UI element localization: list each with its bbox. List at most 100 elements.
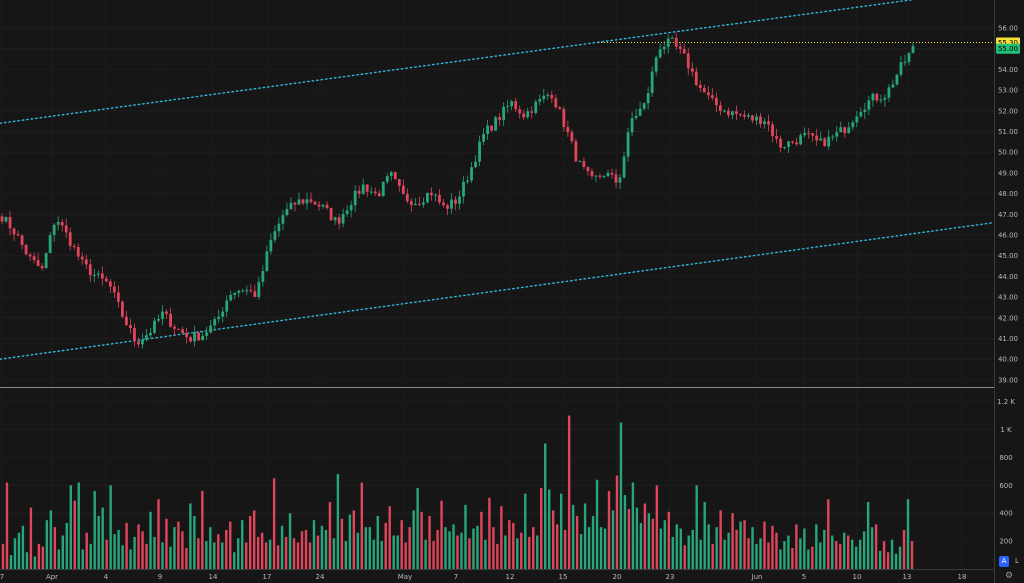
volume-bar xyxy=(695,485,698,569)
candle-body xyxy=(353,190,357,206)
candle-body xyxy=(108,281,112,287)
volume-bar xyxy=(61,535,65,569)
candle-body xyxy=(747,115,750,117)
candle-body xyxy=(731,111,734,116)
candle-body xyxy=(169,313,172,327)
price-tick-label: 50.00 xyxy=(998,149,1018,157)
date-tick-label: 18 xyxy=(958,573,967,581)
volume-bar xyxy=(735,529,738,569)
volume-bar xyxy=(819,542,822,569)
channel-line-lower[interactable] xyxy=(0,221,995,360)
volume-bar xyxy=(555,524,559,569)
volume-bar xyxy=(113,534,116,569)
volume-bar xyxy=(599,527,603,569)
volume-bar xyxy=(595,479,599,569)
candle-body xyxy=(141,339,144,345)
candle-body xyxy=(361,184,365,194)
volume-bar xyxy=(280,525,284,569)
candle-body xyxy=(614,174,618,183)
volume-bar xyxy=(715,527,718,569)
time-axis[interactable]: 7 Apr 4 9 14 17 24 May 7 12 15 20 23 Jun 5 10 13 18 xyxy=(0,573,966,581)
candle-body xyxy=(80,256,84,260)
volume-bar xyxy=(157,499,160,569)
candle-body xyxy=(197,332,201,341)
volume-bar xyxy=(197,538,200,569)
price-tick-label: 54.00 xyxy=(998,66,1018,74)
candle-body xyxy=(84,259,88,265)
volume-bar xyxy=(85,532,88,569)
candle-body xyxy=(257,281,261,297)
price-tick-label: 42.00 xyxy=(998,314,1018,322)
volume-bar xyxy=(141,531,144,569)
volume-bar xyxy=(416,488,419,569)
candle-body xyxy=(618,177,622,183)
volume-bar xyxy=(779,549,782,569)
volume-bar xyxy=(272,478,276,569)
price-axis[interactable]: 56.00 55.00 54.00 53.00 52.00 51.00 50.00 49.00… xyxy=(998,25,1018,385)
volume-bar xyxy=(496,543,499,569)
volume-bar xyxy=(221,542,224,569)
candle-body xyxy=(293,202,297,205)
candle-body xyxy=(819,138,823,141)
candle-body xyxy=(153,320,156,333)
volume-bar xyxy=(300,531,304,569)
volume-bar xyxy=(532,527,535,569)
candle-body xyxy=(60,222,64,226)
volume-bar xyxy=(850,539,854,569)
volume-bar xyxy=(707,524,710,569)
volume-tick-label: 1 K xyxy=(1000,426,1012,434)
candle-body xyxy=(514,101,518,110)
volume-bar xyxy=(627,509,631,569)
candle-body xyxy=(325,204,329,209)
candle-body xyxy=(313,201,317,205)
candle-body xyxy=(722,110,726,112)
candle-body xyxy=(482,134,485,142)
volume-bar xyxy=(611,510,615,569)
candle-body xyxy=(682,48,686,54)
price-tick-label: 52.00 xyxy=(998,107,1018,115)
volume-bar xyxy=(97,515,100,569)
volume-bar xyxy=(69,485,72,569)
date-tick-label: 10 xyxy=(853,573,862,581)
auto-scale-button[interactable]: A xyxy=(999,556,1009,567)
volume-bar xyxy=(376,515,379,569)
volume-bar xyxy=(360,482,364,569)
settings-gear-icon[interactable]: ⚙ xyxy=(1004,571,1014,581)
candle-body xyxy=(373,191,377,194)
volume-bar xyxy=(348,514,352,569)
candle-body xyxy=(530,111,534,113)
candle-body xyxy=(297,199,301,205)
candle-body xyxy=(490,125,494,131)
candle-body xyxy=(690,68,694,72)
volume-bar xyxy=(177,521,180,569)
volume-bar xyxy=(440,500,443,569)
volume-bar xyxy=(241,520,244,569)
date-tick-label: 17 xyxy=(263,573,272,581)
volume-bar xyxy=(237,538,240,569)
volume-tick-label: 400 xyxy=(999,510,1012,518)
volume-bar xyxy=(468,538,471,569)
volume-bar xyxy=(823,529,826,569)
volume-bar xyxy=(719,510,722,569)
candle-body xyxy=(474,161,477,168)
candles xyxy=(0,32,915,349)
candle-body xyxy=(558,107,562,109)
candle-body xyxy=(137,341,140,345)
volume-bar xyxy=(878,550,882,569)
volume-bar xyxy=(29,507,33,569)
volume-bar xyxy=(731,513,734,569)
volume-bar xyxy=(663,520,667,569)
volume-bar xyxy=(400,520,403,569)
volume-bar xyxy=(854,546,858,569)
volume-bar xyxy=(244,542,248,569)
volume-bar xyxy=(567,415,571,569)
log-scale-button[interactable]: L xyxy=(1015,557,1019,565)
volume-bar xyxy=(480,511,483,569)
volume-bar xyxy=(655,485,659,569)
volume-axis[interactable]: 1.2 K 1 K 800 600 400 200 xyxy=(997,398,1015,545)
candle-body xyxy=(209,325,213,333)
candle-body xyxy=(430,192,433,196)
channel-line-upper[interactable] xyxy=(0,0,994,124)
